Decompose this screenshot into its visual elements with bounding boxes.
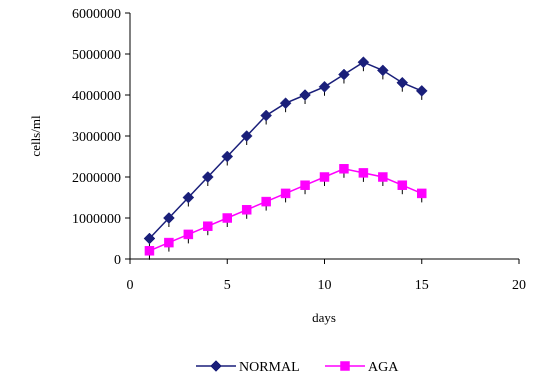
data-point-aga	[261, 196, 271, 207]
legend: NORMAL AGA	[196, 360, 399, 375]
data-point-aga	[319, 172, 330, 182]
data-point-normal	[376, 64, 389, 77]
data-point-normal	[279, 97, 292, 110]
data-point-aga	[183, 229, 194, 240]
data-point-normal	[415, 85, 428, 97]
data-point-normal	[221, 150, 234, 163]
x-tick-label: 10	[318, 278, 332, 293]
data-point-aga	[144, 246, 155, 256]
series-normal	[143, 56, 428, 248]
data-point-aga	[222, 213, 232, 223]
data-point-normal	[338, 68, 350, 81]
legend-item-aga: AGA	[325, 360, 399, 375]
data-point-normal	[201, 171, 214, 183]
x-ticks: 0 5 10 15 20	[127, 259, 526, 293]
data-point-normal	[357, 56, 370, 69]
series-layer	[143, 56, 428, 260]
legend-item-normal: NORMAL	[196, 360, 300, 375]
x-tick-label: 20	[512, 278, 526, 293]
data-point-normal	[163, 212, 175, 224]
data-point-aga	[358, 168, 369, 178]
data-point-normal	[260, 109, 273, 122]
data-point-aga	[241, 205, 252, 215]
data-point-aga	[280, 188, 291, 199]
y-tick-label: 6000000	[72, 7, 121, 22]
y-tick-label: 0	[114, 253, 121, 268]
data-point-normal	[182, 191, 195, 204]
legend-marker-normal	[210, 360, 222, 372]
data-point-normal	[143, 232, 156, 245]
data-point-aga	[397, 180, 408, 190]
data-point-aga	[203, 221, 213, 231]
y-ticks: 0 1000000 2000000 3000000 4000000 5000000 6000…	[72, 7, 130, 268]
y-tick-label: 2000000	[72, 171, 121, 186]
legend-marker-aga	[340, 361, 350, 371]
data-point-aga	[339, 164, 349, 174]
series-aga	[144, 164, 427, 260]
legend-label-normal: NORMAL	[239, 360, 300, 375]
y-tick-label: 5000000	[72, 48, 121, 63]
data-point-aga	[164, 237, 174, 248]
x-tick-label: 5	[224, 278, 231, 293]
plot-area: 0 1000000 2000000 3000000 4000000 5000000 6000…	[72, 7, 526, 293]
data-point-normal	[396, 76, 409, 89]
y-axis-title: cells/ml	[28, 115, 43, 157]
x-axis-title: days	[312, 310, 336, 325]
data-point-aga	[378, 172, 388, 182]
data-point-normal	[299, 89, 311, 101]
data-point-normal	[318, 80, 331, 93]
y-tick-label: 3000000	[72, 130, 121, 145]
data-point-aga	[417, 188, 427, 199]
x-tick-label: 15	[415, 278, 429, 293]
y-tick-label: 4000000	[72, 89, 121, 104]
data-point-normal	[240, 130, 253, 142]
series-line-normal	[148, 61, 423, 240]
x-tick-label: 0	[127, 278, 134, 293]
legend-label-aga: AGA	[368, 360, 399, 375]
data-point-aga	[300, 180, 310, 190]
y-tick-label: 1000000	[72, 212, 121, 227]
